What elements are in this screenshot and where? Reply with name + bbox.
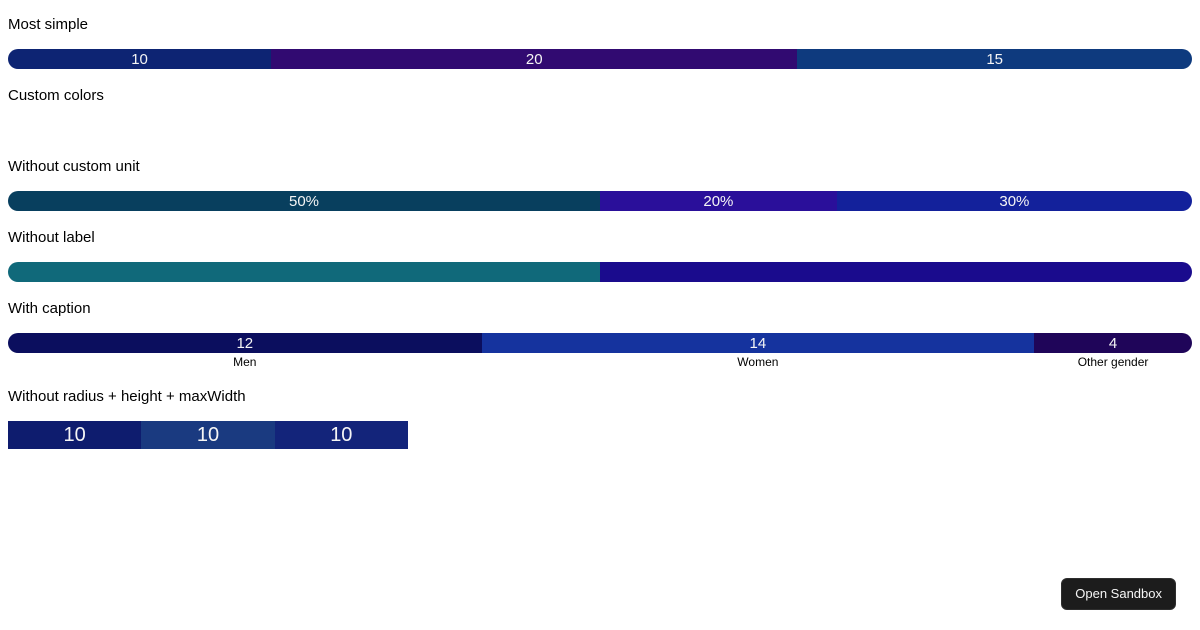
bar-segment [600, 262, 1192, 282]
bar-segment: 12 Men [8, 333, 482, 369]
segment-label: 10 [131, 50, 148, 68]
stacked-bar: 10 20 15 [8, 49, 1192, 69]
chart-section: Without label [8, 229, 1192, 282]
chart-sections: Most simple 10 20 15 Custom colors Without cu… [8, 16, 1192, 449]
bar-segment: 10 [8, 49, 272, 69]
segment-caption: Other gender [1077, 355, 1149, 369]
stacked-bar: 12 Men 14 Women 4 Other gender [8, 333, 1192, 369]
open-sandbox-button[interactable]: Open Sandbox [1061, 578, 1176, 610]
segment-label: 20% [703, 192, 734, 210]
section-title: Without custom unit [8, 158, 140, 175]
chart-section: Most simple 10 20 15 [8, 16, 1192, 69]
bar-segment: 4 Other gender [1034, 333, 1192, 369]
stacked-bar [8, 262, 1192, 282]
segment-label: 4 [1108, 334, 1118, 352]
bar-segment: 20 [271, 49, 798, 69]
chart-section: Without radius + height + maxWidth 10 10 10 [8, 388, 1192, 449]
bar-segment: 30% [836, 191, 1192, 211]
bar-segment: 10 [8, 421, 142, 449]
section-title: Without label [8, 229, 95, 246]
segment-caption: Men [233, 355, 257, 369]
stacked-bar: 50% 20% 30% [8, 191, 1192, 211]
bar-segment: 14 Women [481, 333, 1035, 369]
segment-label: 10 [63, 424, 86, 446]
segment-label: 10 [196, 424, 220, 446]
chart-section: Without custom unit 50% 20% 30% [8, 158, 1192, 211]
bar-segment: 50% [8, 191, 600, 211]
chart-section: With caption 12 Men 14 Women 4 Other gender [8, 300, 1192, 369]
segment-label: 10 [330, 424, 353, 446]
section-title: Custom colors [8, 87, 104, 104]
bar-segment: 15 [797, 49, 1192, 69]
segment-label: 50% [288, 192, 320, 210]
section-title: Most simple [8, 16, 89, 33]
segment-label: 12 [236, 334, 254, 352]
bar-segment: 20% [600, 191, 837, 211]
stacked-bar [8, 120, 1192, 140]
segment-caption: Women [737, 355, 779, 369]
section-title: Without radius + height + maxWidth [8, 388, 246, 405]
segment-label: 15 [986, 50, 1003, 68]
bar-segment [8, 262, 600, 282]
stacked-bar: 10 10 10 [8, 421, 408, 449]
bar-segment: 10 [141, 421, 275, 449]
bar-segment: 10 [274, 421, 408, 449]
segment-label: 30% [999, 192, 1030, 210]
chart-section: Custom colors [8, 87, 1192, 140]
section-title: With caption [8, 300, 91, 317]
segment-label: 14 [749, 334, 767, 352]
segment-label: 20 [525, 50, 543, 68]
